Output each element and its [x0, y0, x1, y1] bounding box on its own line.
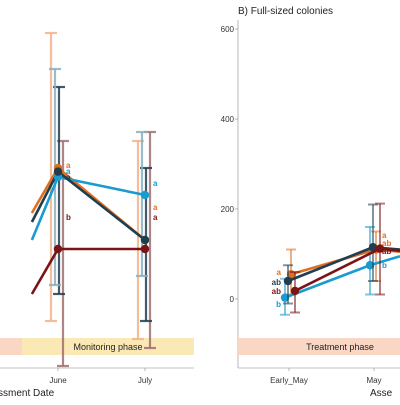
series-line [30, 247, 145, 295]
significance-letter: b [382, 261, 387, 270]
left-series-lines [30, 166, 146, 295]
right-treatment-band [238, 338, 400, 355]
right-y-tick-200: 200 [221, 205, 235, 214]
data-point [140, 190, 150, 200]
left-series-points [53, 163, 150, 254]
right-y-tick-600: 600 [221, 25, 235, 34]
right-phase-label: Treatment phase [306, 342, 374, 352]
right-y-tick-400: 400 [221, 115, 235, 124]
significance-letter: a [153, 203, 158, 212]
left-panel: Monitoring phase June July ssment Date a… [0, 31, 194, 399]
data-point [368, 243, 378, 252]
significance-letter: a [153, 213, 158, 222]
right-panel: B) Full-sized colonies 600 400 200 0 Tre… [221, 6, 400, 399]
significance-letter: ab [272, 278, 281, 287]
significance-letter: a [66, 161, 71, 170]
significance-letter: a [66, 173, 71, 182]
significance-letter: ab [382, 247, 391, 256]
significance-letter: a [66, 167, 71, 176]
significance-letter: a [382, 231, 387, 240]
right-panel-title: B) Full-sized colonies [238, 6, 333, 17]
data-point [375, 244, 385, 253]
left-phase-label: Monitoring phase [73, 342, 142, 352]
data-point [53, 167, 63, 176]
data-point [53, 244, 63, 254]
right-x-tick-label-may: May [366, 376, 381, 385]
significance-letter: a [277, 268, 282, 277]
right-x-axis-title: Asse [370, 388, 393, 399]
left-error-bars [45, 31, 156, 368]
data-point [140, 244, 150, 254]
right-x-tick-label-early-may: Early_May [270, 376, 308, 385]
data-point [140, 235, 150, 245]
significance-letter: b [66, 213, 71, 222]
significance-letter: a [153, 179, 158, 188]
left-x-axis-title: ssment Date [0, 388, 55, 399]
data-point [290, 286, 300, 296]
significance-letter: ab [272, 287, 281, 296]
series-line [30, 166, 146, 242]
right-y-tick-0: 0 [230, 295, 235, 304]
significance-letter: b [276, 300, 281, 309]
left-treatment-band [0, 338, 22, 355]
significance-letter: ab [382, 239, 391, 248]
data-point [283, 276, 293, 286]
left-x-tick-label-june: June [49, 376, 67, 385]
left-x-tick-label-july: July [138, 376, 152, 385]
